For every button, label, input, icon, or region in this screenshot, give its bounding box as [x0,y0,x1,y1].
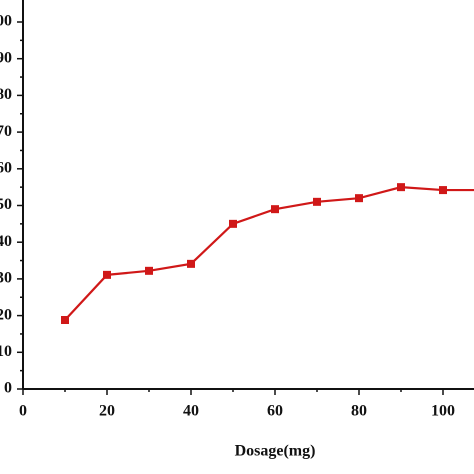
data-point [313,197,321,206]
y-tick-label: 70 [0,123,12,140]
x-axis-label: Dosage(mg) [235,443,316,460]
y-tick-label: 20 [0,306,12,323]
x-tick-label: 80 [351,403,367,420]
x-tick-label: 0 [19,403,27,420]
data-point [103,270,111,279]
y-tick-label: 100 [0,13,12,30]
data-point [229,219,237,228]
y-tick-label: 10 [0,343,12,360]
x-tick-label: 20 [99,403,115,420]
y-tick-label: 40 [0,233,12,250]
data-point [271,205,279,214]
x-tick-label: 60 [267,403,283,420]
data-line [64,186,474,321]
y-tick-label: 60 [0,159,12,176]
data-point [397,183,405,192]
data-point [145,266,153,275]
y-tick-label: 30 [0,270,12,287]
data-point [439,186,447,195]
y-tick-label: 0 [4,380,12,397]
y-tick-label: 50 [0,196,12,213]
x-tick-label: 40 [183,403,199,420]
y-tick-label: 90 [0,49,12,66]
data-point [61,316,69,325]
data-point [187,259,195,268]
x-tick-label: 100 [431,403,455,420]
data-point [355,194,363,203]
y-tick-label: 80 [0,86,12,103]
